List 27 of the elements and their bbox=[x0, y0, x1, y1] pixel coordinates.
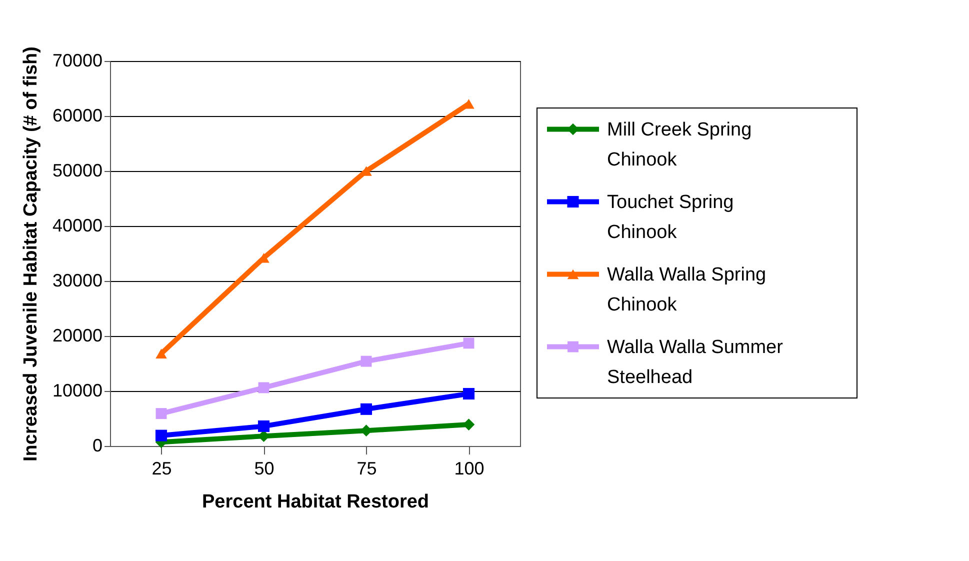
point bbox=[155, 430, 168, 442]
legend-label: Walla Walla Summer Steelhead bbox=[607, 336, 784, 388]
y-tick-label: 0 bbox=[92, 436, 102, 456]
x-tick-label: 25 bbox=[152, 458, 172, 478]
point bbox=[156, 408, 167, 420]
y-tick-label: 70000 bbox=[52, 50, 102, 70]
x-tick-label: 50 bbox=[254, 458, 274, 478]
legend-label: Touchet Spring Chinook bbox=[607, 192, 734, 243]
point bbox=[360, 403, 372, 415]
point bbox=[463, 338, 474, 349]
point bbox=[360, 356, 372, 367]
point bbox=[156, 348, 167, 358]
y-tick-label: 50000 bbox=[52, 160, 102, 180]
legend-label: Walla Walla Spring Chinook bbox=[607, 264, 766, 316]
point bbox=[258, 420, 270, 432]
y-tick-label: 30000 bbox=[52, 270, 102, 290]
x-axis-title: Percent Habitat Restored bbox=[202, 492, 430, 512]
y-tick-label: 40000 bbox=[52, 216, 102, 236]
point bbox=[462, 388, 475, 400]
y-tick-label: 10000 bbox=[52, 380, 102, 400]
x-tick-label: 75 bbox=[356, 458, 377, 478]
x-tick-label: 100 bbox=[454, 458, 484, 478]
point bbox=[258, 382, 270, 394]
y-axis-title: Increased Juvenile Habitat Capacity (# of fish) bbox=[20, 46, 42, 462]
y-tick-label: 20000 bbox=[52, 326, 102, 346]
legend-label: Mill Creek Spring Chinook bbox=[607, 119, 752, 170]
y-tick-label: 60000 bbox=[52, 106, 102, 126]
